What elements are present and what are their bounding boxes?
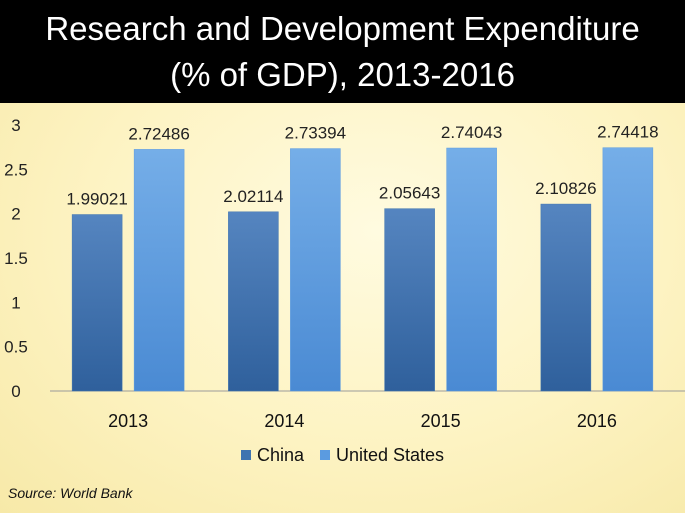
y-tick-label: 0 <box>11 382 20 401</box>
data-label: 2.73394 <box>285 124 346 143</box>
data-label: 2.02114 <box>223 187 283 206</box>
bar-china <box>384 208 435 392</box>
bar-china <box>71 214 123 392</box>
title-banner: Research and Development Expenditure (% … <box>0 0 685 103</box>
data-label: 1.99021 <box>66 190 127 209</box>
legend-swatch-united-states <box>319 450 330 460</box>
legend: China United States <box>0 443 685 467</box>
chart-title-line1: Research and Development Expenditure <box>45 9 640 47</box>
legend-label-china: China <box>256 444 304 465</box>
data-label: 2.74043 <box>441 123 502 142</box>
data-label: 2.10826 <box>535 179 596 198</box>
y-tick-label: 1.5 <box>4 249 28 268</box>
x-tick-label: 2015 <box>421 411 461 431</box>
legend-entry-china: China <box>240 444 304 466</box>
y-tick-label: 2.5 <box>4 160 28 179</box>
y-tick-label: 2 <box>11 205 20 224</box>
source-note: Source: World Bank <box>8 485 133 501</box>
x-tick-label: 2016 <box>577 411 617 431</box>
bar-chart: 0 0.5 1 1.5 2 2.5 3 1.99021 2.72486 2013 2.02114 2.… <box>4 116 685 431</box>
bar-united-states <box>290 148 341 392</box>
bar-china <box>540 203 592 392</box>
y-tick-label: 3 <box>11 116 20 135</box>
data-label: 2.72486 <box>128 124 189 143</box>
legend-entry-united-states: United States <box>319 444 445 466</box>
x-tick-label: 2014 <box>264 411 304 431</box>
data-label: 2.74418 <box>597 123 658 142</box>
y-tick-label: 1 <box>11 293 20 312</box>
x-tick-label: 2013 <box>108 411 148 431</box>
y-tick-label: 0.5 <box>4 338 28 357</box>
legend-swatch-china <box>240 450 251 460</box>
bar-china <box>228 211 279 392</box>
legend-label-united-states: United States <box>335 444 445 465</box>
chart-title-line2: (% of GDP), 2013-2016 <box>170 55 515 93</box>
bar-united-states <box>446 147 497 392</box>
bar-united-states <box>602 147 654 392</box>
data-label: 2.05643 <box>379 184 440 203</box>
bar-united-states <box>133 149 185 392</box>
